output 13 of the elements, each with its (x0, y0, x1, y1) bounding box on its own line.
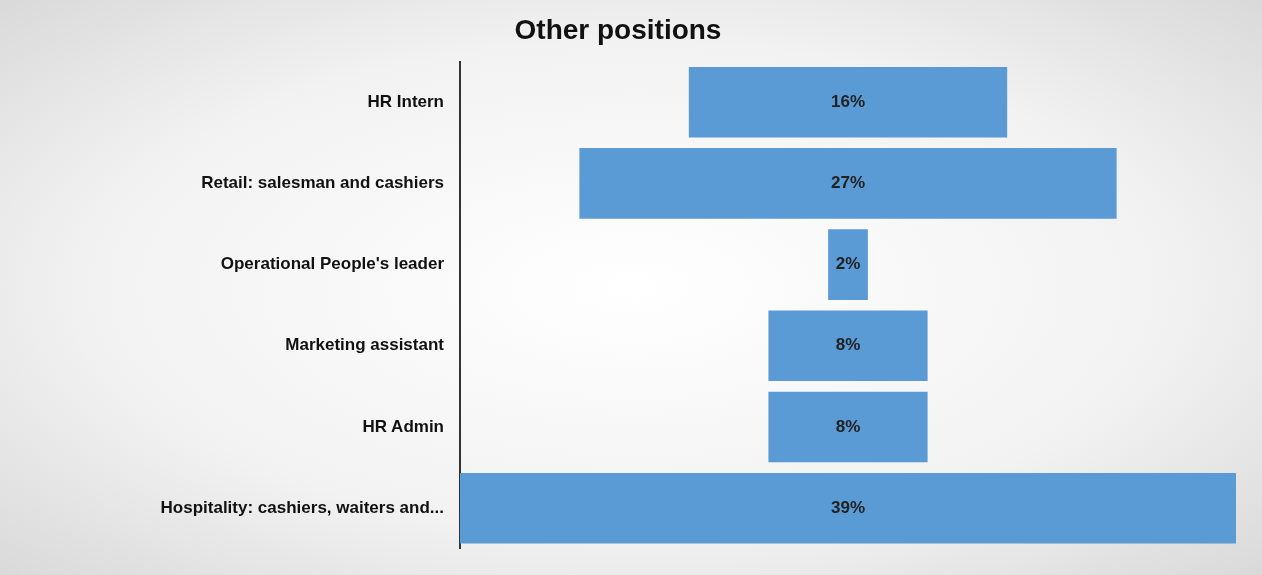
category-label: Hospitality: cashiers, waiters and... (160, 497, 444, 517)
category-label: HR Admin (362, 416, 444, 436)
data-label: 27% (830, 173, 866, 193)
data-label: 39% (830, 497, 866, 517)
data-label: 2% (835, 254, 861, 274)
category-label: Marketing assistant (285, 335, 445, 355)
data-label: 16% (830, 91, 866, 111)
data-label: 8% (835, 416, 861, 436)
category-label: HR Intern (367, 91, 444, 111)
text: Other positions (514, 13, 722, 45)
category-label: Retail: salesman and cashiers (201, 173, 444, 193)
category-label: Operational People's leader (220, 254, 445, 274)
data-label: 8% (835, 335, 861, 355)
